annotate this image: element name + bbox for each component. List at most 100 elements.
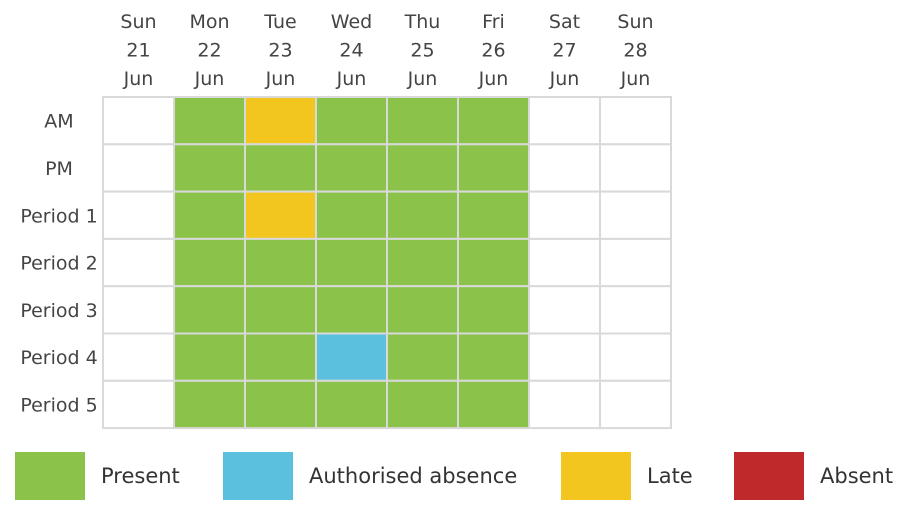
attendance-cell-present [315,190,388,240]
attendance-cell-empty [528,237,601,288]
legend-swatch-late [561,452,631,500]
column-header-month: Jun [620,68,651,90]
column-header-day: 26 [481,40,505,62]
attendance-cell-empty [102,285,175,335]
attendance-cell-empty [102,96,175,146]
attendance-cell-present [457,190,530,240]
attendance-cell-present [173,285,246,335]
attendance-cell-present [457,143,530,193]
column-header-weekday: Sun [617,11,653,33]
attendance-cell-present [173,237,246,288]
column-header-weekday: Sun [120,11,156,33]
attendance-cell-empty [528,379,601,430]
attendance-cell-authorised [315,332,388,382]
attendance-cell-present [244,143,317,193]
attendance-cell-present [386,96,459,146]
legend-item-authorised-absence: Authorised absence [223,452,517,500]
column-headers: Sun 21 Jun Mon 22 Jun Tue 23 Jun Wed 24 Jun Thu 25 Jun… [120,11,653,90]
attendance-cell-empty [599,190,672,240]
attendance-cell-present [457,237,530,288]
attendance-cell-present [244,285,317,335]
attendance-cell-present [315,96,388,146]
attendance-cell-empty [599,332,672,382]
attendance-cell-empty [102,237,175,288]
attendance-cell-empty [102,143,175,193]
attendance-cell-empty [528,332,601,382]
attendance-cell-present [173,332,246,382]
column-header-weekday: Thu [404,11,441,33]
row-headers: AM PM Period 1 Period 2 Period 3 Period 4 Peri… [20,111,97,417]
legend-item-present: Present [15,452,180,500]
column-header-day: 22 [197,40,221,62]
attendance-cell-empty [102,379,175,430]
legend-swatch-absent [734,452,804,500]
attendance-cell-late [244,190,317,240]
attendance-cell-empty [528,285,601,335]
column-header-day: 24 [339,40,363,62]
column-header-month: Jun [194,68,225,90]
row-label: AM [44,111,73,133]
attendance-grid [102,96,672,430]
legend-item-late: Late [561,452,693,500]
attendance-cell-present [457,379,530,430]
attendance-cell-empty [599,96,672,146]
attendance-cell-empty [599,379,672,430]
attendance-cell-empty [528,190,601,240]
legend-swatch-present [15,452,85,500]
attendance-cell-present [315,143,388,193]
column-header-month: Jun [265,68,296,90]
row-label: Period 5 [20,394,97,416]
column-header-day: 23 [268,40,292,62]
legend-label-late: Late [647,464,693,488]
attendance-cell-present [457,332,530,382]
attendance-cell-present [315,285,388,335]
attendance-cell-empty [528,96,601,146]
attendance-cell-present [315,237,388,288]
attendance-cell-present [173,190,246,240]
column-header-day: 21 [126,40,150,62]
column-header-weekday: Fri [482,11,505,33]
column-header-month: Jun [549,68,580,90]
row-label: Period 3 [20,300,97,322]
attendance-cell-present [386,190,459,240]
column-header-day: 25 [410,40,434,62]
attendance-cell-present [315,379,388,430]
attendance-cell-empty [599,237,672,288]
row-label: PM [45,158,73,180]
attendance-cell-late [244,96,317,146]
row-label: Period 2 [20,253,97,275]
attendance-cell-present [173,96,246,146]
attendance-cell-empty [102,332,175,382]
attendance-cell-present [244,237,317,288]
column-header-month: Jun [336,68,367,90]
attendance-cell-present [386,285,459,335]
legend-label-authorised-absence: Authorised absence [309,464,518,488]
attendance-cell-present [386,237,459,288]
attendance-cell-present [173,143,246,193]
attendance-chart: Sun 21 Jun Mon 22 Jun Tue 23 Jun Wed 24 Jun Thu 25 Jun… [20,11,672,430]
attendance-cell-empty [102,190,175,240]
legend-item-absent: Absent [734,452,893,500]
column-header-weekday: Wed [331,11,372,33]
attendance-cell-empty [599,285,672,335]
legend-label-present: Present [101,464,180,488]
attendance-cell-present [386,379,459,430]
row-label: Period 4 [20,347,97,369]
attendance-cell-present [386,143,459,193]
attendance-cell-present [457,96,530,146]
attendance-cell-empty [599,143,672,193]
column-header-weekday: Mon [189,11,229,33]
column-header-day: 28 [623,40,647,62]
attendance-cell-present [244,332,317,382]
column-header-day: 27 [552,40,576,62]
attendance-cell-present [457,285,530,335]
attendance-cell-empty [528,143,601,193]
row-label: Period 1 [20,205,97,227]
column-header-weekday: Sat [549,11,580,33]
column-header-weekday: Tue [263,11,296,33]
attendance-cell-present [173,379,246,430]
column-header-month: Jun [407,68,438,90]
attendance-cell-present [244,379,317,430]
legend: Present Authorised absence Late Absent [15,452,895,500]
attendance-cell-present [386,332,459,382]
